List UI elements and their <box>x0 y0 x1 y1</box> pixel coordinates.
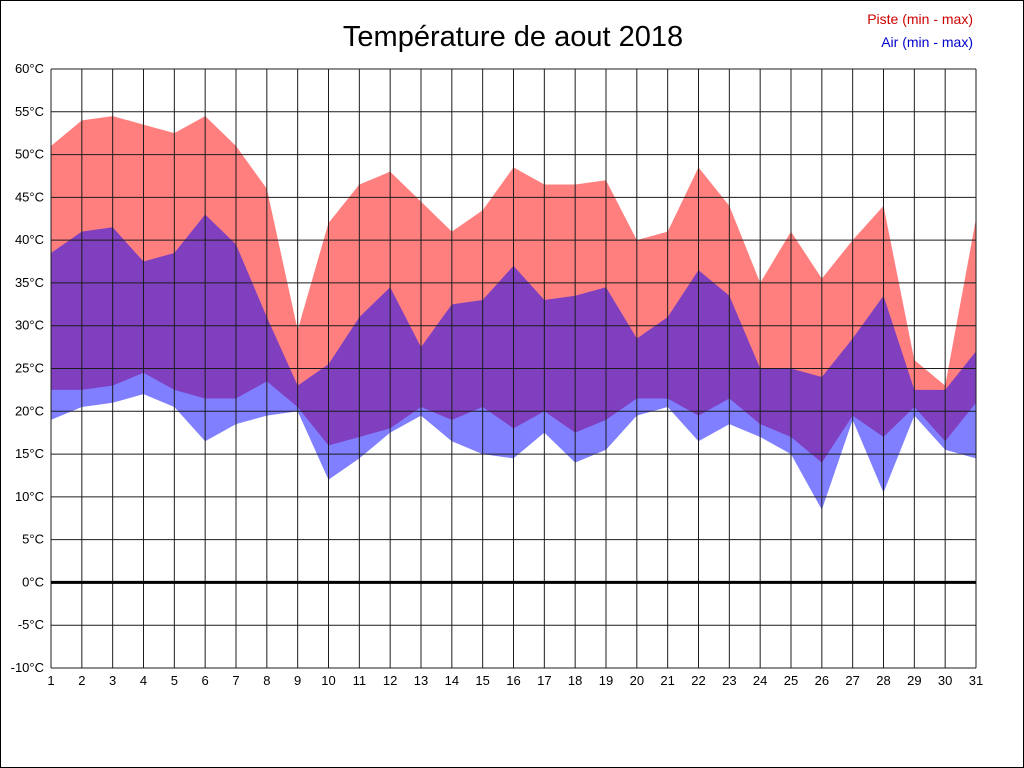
svg-text:21: 21 <box>660 673 674 688</box>
svg-text:11: 11 <box>353 673 367 688</box>
svg-text:10: 10 <box>321 673 335 688</box>
svg-text:50°C: 50°C <box>15 147 44 162</box>
svg-text:23: 23 <box>722 673 736 688</box>
svg-text:2: 2 <box>78 673 85 688</box>
grid-lines <box>50 68 977 669</box>
svg-text:-5°C: -5°C <box>18 617 44 632</box>
svg-text:9: 9 <box>294 673 301 688</box>
svg-text:8: 8 <box>263 673 270 688</box>
svg-text:24: 24 <box>753 673 767 688</box>
svg-text:20°C: 20°C <box>15 403 44 418</box>
x-tick-labels: 1 2 3 4 5 6 7 8 9 10 11 12 13 14 15 16 17 18 19 20 21 22 23 24 2… <box>47 673 983 688</box>
legend-air: Air (min - max) <box>881 34 973 50</box>
y-tick-labels: -10°C -5°C 0°C 5°C 10°C 15°C 20°C 25°C 30°C 35°C 4… <box>11 61 44 675</box>
svg-text:20: 20 <box>630 673 644 688</box>
svg-text:14: 14 <box>445 673 459 688</box>
svg-text:25: 25 <box>784 673 798 688</box>
svg-text:0°C: 0°C <box>22 574 44 589</box>
svg-text:31: 31 <box>969 673 983 688</box>
svg-text:7: 7 <box>232 673 239 688</box>
svg-text:6: 6 <box>202 673 209 688</box>
svg-text:4: 4 <box>140 673 147 688</box>
svg-text:16: 16 <box>506 673 520 688</box>
chart-title: Température de aout 2018 <box>343 21 683 53</box>
svg-text:10°C: 10°C <box>15 489 44 504</box>
svg-text:28: 28 <box>876 673 890 688</box>
svg-text:5°C: 5°C <box>22 532 44 547</box>
svg-text:26: 26 <box>815 673 829 688</box>
svg-text:25°C: 25°C <box>15 361 44 376</box>
svg-text:18: 18 <box>568 673 582 688</box>
legend-piste: Piste (min - max) <box>867 11 973 27</box>
svg-text:15°C: 15°C <box>15 446 44 461</box>
svg-text:45°C: 45°C <box>15 189 44 204</box>
svg-text:22: 22 <box>691 673 705 688</box>
svg-text:17: 17 <box>537 673 551 688</box>
svg-text:55°C: 55°C <box>15 104 44 119</box>
svg-text:30: 30 <box>938 673 952 688</box>
svg-text:29: 29 <box>907 673 921 688</box>
svg-text:1: 1 <box>47 673 54 688</box>
svg-text:30°C: 30°C <box>15 318 44 333</box>
svg-text:3: 3 <box>109 673 116 688</box>
svg-text:5: 5 <box>171 673 178 688</box>
svg-text:40°C: 40°C <box>15 232 44 247</box>
svg-text:35°C: 35°C <box>15 275 44 290</box>
svg-text:60°C: 60°C <box>15 61 44 76</box>
svg-text:27: 27 <box>845 673 859 688</box>
svg-text:19: 19 <box>599 673 613 688</box>
svg-text:13: 13 <box>414 673 428 688</box>
svg-text:15: 15 <box>475 673 489 688</box>
svg-text:12: 12 <box>383 673 397 688</box>
svg-text:-10°C: -10°C <box>11 660 44 675</box>
